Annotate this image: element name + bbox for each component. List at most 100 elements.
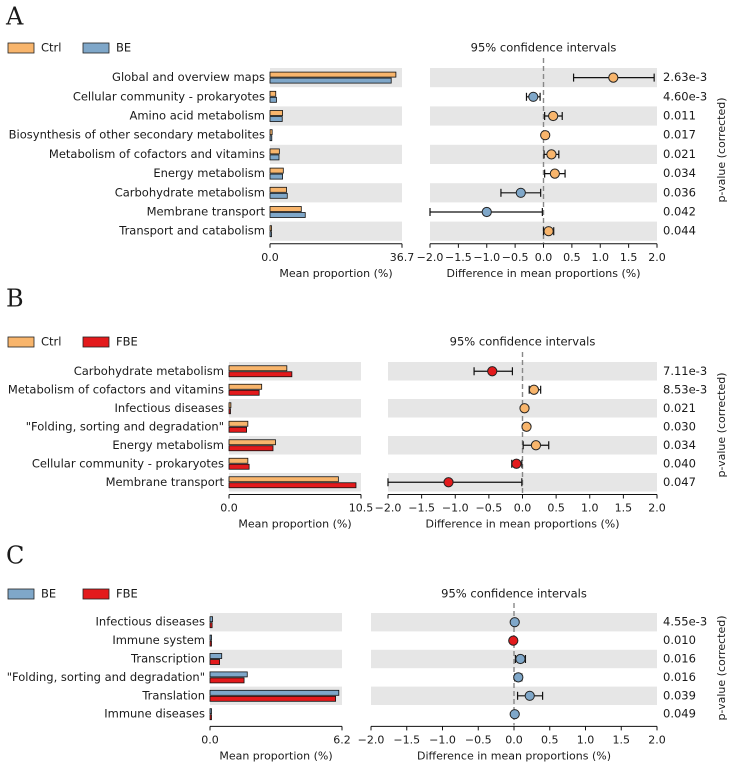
bar-ctrl (228, 457, 249, 464)
legend-label: FBE (116, 335, 138, 349)
diff-point (508, 635, 519, 646)
panel-c: C BE FBE 95% confidence intervals Infectious… (6, 542, 728, 763)
category-label: Metabolism of cofactors and vitamins (8, 382, 224, 396)
bar-be (209, 689, 340, 696)
pvalue-axis-label: p-value (corrected) (715, 97, 728, 202)
diff-tick-label: 2.0 (648, 251, 666, 264)
bar-ctrl (228, 476, 339, 483)
diff-point (528, 384, 540, 395)
bar-fbe (209, 677, 245, 684)
bar-fbe (228, 426, 248, 433)
p-value: 0.034 (663, 166, 696, 180)
diff-point (608, 72, 619, 83)
diff-tick-label: 1.5 (613, 733, 631, 746)
bar-ctrl (269, 186, 287, 193)
category-label: Transport and catabolism (118, 224, 265, 238)
diff-tick-label: −1.5 (408, 502, 435, 515)
row-stripe (210, 686, 342, 705)
bar-ctrl (228, 439, 276, 446)
diff-tick-label: 1.5 (620, 251, 638, 264)
bar-be (209, 671, 248, 678)
diff-point (513, 672, 524, 683)
mean-tick-label: 0.0 (220, 502, 238, 515)
diff-axis-label: Difference in mean proportions (%) (447, 267, 641, 280)
legend-label: FBE (116, 587, 138, 601)
p-value: 0.016 (663, 670, 696, 684)
diff-point (515, 187, 526, 198)
diff-point (549, 168, 560, 179)
p-value: 0.044 (663, 224, 696, 238)
bar-fbe (228, 408, 231, 415)
bar-ctrl (269, 90, 277, 97)
pvalue-axis-label: p-value (corrected) (715, 372, 728, 477)
panel-a: A Ctrl BE 95% confidence intervals Global an… (5, 3, 728, 280)
bar-fbe (209, 659, 220, 665)
p-value: 0.034 (663, 438, 696, 452)
bar-be (269, 135, 273, 142)
bar-be (269, 192, 288, 199)
bar-ctrl (228, 383, 263, 390)
panel-letter: C (6, 542, 24, 570)
mean-axis-label: Mean proportion (%) (219, 749, 332, 762)
diff-tick-label: 1.5 (615, 502, 633, 515)
p-value: 0.030 (663, 419, 696, 433)
bar-ctrl (228, 420, 249, 427)
panel-letter: B (6, 285, 24, 313)
legend-swatch-be (7, 588, 35, 600)
pvalue-axis-label: p-value (corrected) (715, 615, 728, 720)
legend-swatch-ctrl (7, 42, 35, 54)
bar-ctrl (269, 110, 283, 116)
mean-tick-label: 6.2 (333, 733, 351, 746)
diff-tick-label: 2.0 (648, 502, 666, 515)
legend-swatch-ctrl (7, 336, 35, 348)
p-value: 0.021 (663, 401, 696, 415)
ci-title: 95% confidence intervals (441, 587, 587, 601)
p-value: 8.53e-3 (663, 382, 707, 396)
row-stripe (229, 362, 361, 381)
bar-be (269, 116, 283, 122)
legend-swatch-be (82, 42, 110, 54)
bar-fbe (228, 482, 357, 489)
diff-tick-label: −2.0 (375, 502, 402, 515)
row-stripe (270, 183, 402, 203)
diff-point (515, 653, 526, 665)
diff-tick-label: 1.0 (577, 733, 595, 746)
category-label: Immune system (112, 633, 205, 647)
bar-ctrl (269, 129, 273, 136)
p-value: 2.63e-3 (663, 70, 707, 84)
diff-tick-label: −0.5 (476, 502, 503, 515)
bar-be (209, 616, 213, 623)
row-stripe (270, 106, 402, 126)
p-value: 0.016 (663, 652, 696, 666)
diff-point (509, 617, 520, 628)
legend-swatch-fbe (82, 336, 110, 348)
bar-ctrl (269, 225, 272, 232)
category-label: Energy metabolism (153, 166, 265, 180)
mean-tick-label: 36.7 (390, 251, 415, 264)
row-stripe (229, 436, 361, 455)
p-value: 7.11e-3 (663, 364, 707, 378)
p-value: 0.011 (663, 109, 696, 123)
bar-be (209, 653, 223, 659)
bar-fbe (228, 371, 293, 378)
legend-label: Ctrl (41, 335, 61, 349)
category-label: Metabolism of cofactors and vitamins (49, 147, 265, 161)
bar-be (269, 173, 283, 180)
row-stripe (270, 221, 402, 241)
legend-label: BE (41, 587, 56, 601)
p-value: 0.039 (663, 688, 696, 702)
diff-tick-label: −1.5 (393, 733, 420, 746)
bar-ctrl (228, 402, 232, 409)
diff-tick-label: −1.0 (442, 502, 469, 515)
bar-ctrl (228, 365, 288, 372)
row-stripe (388, 436, 657, 455)
bar-be (269, 212, 306, 218)
mean-tick-label: 0.0 (201, 733, 219, 746)
p-value: 4.60e-3 (663, 89, 707, 103)
bar-be (209, 634, 212, 641)
diff-point (519, 403, 530, 414)
category-label: "Folding, sorting and degradation" (7, 670, 205, 684)
category-label: Cellular community - prokaryotes (73, 89, 265, 103)
bar-ctrl (269, 148, 280, 155)
